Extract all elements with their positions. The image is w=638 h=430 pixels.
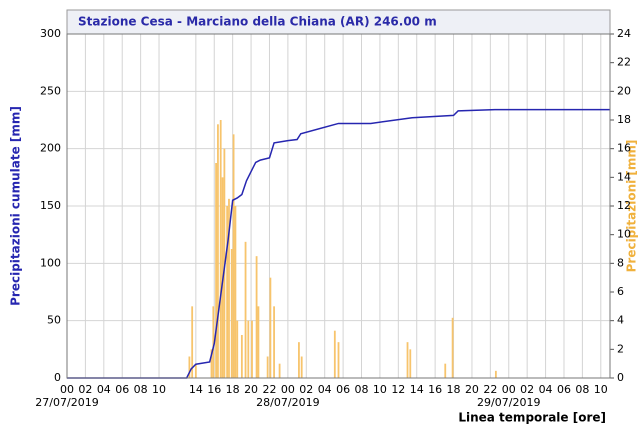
y-tick-label: 100: [40, 256, 61, 269]
bar: [247, 320, 250, 378]
x-tick-label: 18: [226, 383, 240, 396]
y2-tick-label: 24: [617, 27, 631, 40]
bar: [337, 342, 340, 378]
bar: [234, 206, 237, 378]
bar: [257, 306, 260, 378]
x-tick-label: 06: [115, 383, 129, 396]
bar: [226, 206, 229, 378]
y-tick-label: 200: [40, 142, 61, 155]
y2-tick-label: 8: [617, 256, 624, 269]
bar: [298, 342, 300, 378]
x-tick-label: 06: [336, 383, 350, 396]
chart-title: Stazione Cesa - Marciano della Chiana (A…: [78, 15, 437, 29]
x-tick-label: 02: [520, 383, 534, 396]
x-tick-label: 20: [244, 383, 258, 396]
plot-frame: [66, 33, 611, 379]
bar: [333, 330, 336, 378]
bar: [494, 370, 497, 378]
x-axis-label: Linea temporale [ore]: [458, 411, 606, 425]
bar: [266, 356, 269, 378]
x-tick-label: 12: [391, 383, 405, 396]
y2-tick-label: 18: [617, 113, 631, 126]
x-tick-label: 16: [207, 383, 221, 396]
x-date-label: 27/07/2019: [35, 396, 98, 409]
bar: [269, 277, 272, 378]
y2-tick-label: 2: [617, 342, 624, 355]
x-tick-label: 00: [281, 383, 295, 396]
y2-tick-label: 4: [617, 314, 624, 327]
x-tick-label: 02: [299, 383, 313, 396]
bar: [217, 124, 219, 378]
y-tick-label: 250: [40, 84, 61, 97]
y-tick-label: 0: [54, 371, 61, 384]
x-date-label: 28/07/2019: [256, 396, 319, 409]
bar: [251, 320, 253, 378]
bar: [194, 363, 197, 378]
x-tick-label: 08: [575, 383, 589, 396]
bar: [444, 363, 447, 378]
y-tick-label: 300: [40, 27, 61, 40]
bar: [219, 120, 222, 378]
cumulative-line: [67, 108, 610, 379]
bar: [228, 198, 230, 378]
x-tick-label: 10: [594, 383, 608, 396]
bar: [210, 349, 213, 378]
bar: [232, 134, 235, 378]
bar: [188, 356, 191, 378]
y2-tick-label: 0: [617, 371, 624, 384]
bar: [255, 256, 258, 378]
y2-tick-label: 14: [617, 170, 631, 183]
bar: [215, 163, 217, 378]
y2-tick-label: 10: [617, 228, 631, 241]
x-date-label: 29/07/2019: [477, 396, 540, 409]
bar: [244, 241, 247, 378]
bar: [212, 306, 215, 378]
x-tick-label: 16: [428, 383, 442, 396]
bar: [236, 320, 239, 378]
x-tick-label: 00: [502, 383, 516, 396]
y-tick-label: 50: [47, 314, 61, 327]
y-tick-label: 150: [40, 199, 61, 212]
y-axis-label: Precipitazioni cumulate [mm]: [9, 106, 23, 306]
bar: [451, 317, 454, 378]
y2-tick-label: 6: [617, 285, 624, 298]
bar: [278, 363, 281, 378]
y2-tick-label: 16: [617, 142, 631, 155]
x-tick-label: 10: [373, 383, 387, 396]
x-tick-label: 14: [189, 383, 203, 396]
x-tick-label: 10: [152, 383, 166, 396]
x-tick-label: 02: [78, 383, 92, 396]
bar: [240, 335, 243, 378]
y2-tick-label: 22: [617, 56, 631, 69]
title-box: [66, 9, 611, 35]
bar: [191, 306, 194, 378]
x-tick-label: 06: [557, 383, 571, 396]
y2-tick-label: 20: [617, 84, 631, 97]
x-tick-label: 04: [539, 383, 553, 396]
x-tick-label: 08: [134, 383, 148, 396]
y2-tick-label: 12: [617, 199, 631, 212]
x-tick-label: 04: [318, 383, 332, 396]
x-tick-label: 04: [97, 383, 111, 396]
x-tick-label: 22: [483, 383, 497, 396]
bar: [409, 349, 412, 378]
x-tick-label: 18: [447, 383, 461, 396]
y2-axis-label: Precipitazioni [mm]: [625, 140, 638, 273]
x-tick-label: 08: [355, 383, 369, 396]
x-tick-label: 14: [410, 383, 424, 396]
bar: [300, 356, 303, 378]
bar: [406, 342, 409, 378]
x-tick-label: 20: [465, 383, 479, 396]
bar: [273, 306, 275, 378]
x-tick-label: 22: [262, 383, 276, 396]
x-tick-label: 00: [60, 383, 74, 396]
bar: [230, 249, 233, 378]
